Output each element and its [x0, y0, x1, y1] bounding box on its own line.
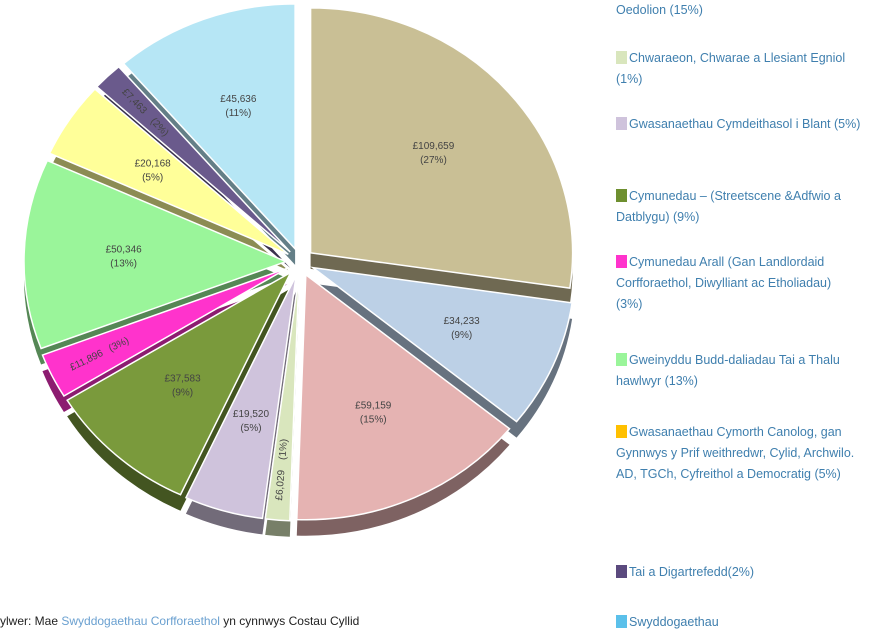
legend-item: Cymunedau – (Streetscene &Adfwio a Datbl…	[616, 186, 861, 228]
legend-item: Cymunedau Arall (Gan Landlordaid Corffor…	[616, 252, 861, 315]
legend-label: Gwasanaethau Cymorth Canolog, gan Gynnwy…	[616, 425, 855, 481]
legend-item: Swyddogaethau	[616, 612, 861, 633]
value-label: £6,029	[274, 469, 287, 501]
legend-swatch	[616, 255, 627, 268]
slice	[122, 3, 296, 251]
legend-item: Gwasanaethau Cymdeithasol i Blant (5%)	[616, 114, 861, 135]
footnote-text: ylwer: Mae	[0, 614, 59, 628]
legend-label: Swyddogaethau	[629, 615, 719, 629]
slice	[310, 266, 573, 423]
slice	[296, 273, 511, 521]
value-label: £20,168	[135, 158, 172, 169]
value-label: £59,159	[355, 401, 392, 412]
legend-label: Cymunedau – (Streetscene &Adfwio a Datbl…	[616, 189, 841, 224]
legend-swatch	[616, 189, 627, 202]
legend-item: Gweinyddu Budd-daliadau Tai a Thalu hawl…	[616, 350, 861, 392]
legend-item: Gwasanaethau Cymorth Canolog, gan Gynnwy…	[616, 422, 861, 485]
slice	[23, 159, 289, 350]
slice	[95, 65, 291, 253]
slice	[264, 275, 300, 522]
legend-item: Tai a Digartrefedd(2%)	[616, 562, 861, 583]
value-label: £37,583	[165, 373, 202, 384]
footnote-text: yn cynnwys Costau Cyllid	[223, 614, 360, 628]
percent-label: (1%)	[277, 438, 290, 460]
legend-item: Oedolion (15%)	[616, 0, 861, 21]
legend-swatch	[616, 565, 627, 578]
percent-label: (5%)	[142, 172, 163, 183]
legend-label: Cymunedau Arall (Gan Landlordaid Corffor…	[616, 255, 832, 311]
percent-label: (11%)	[225, 108, 251, 119]
data-label: £50,346 (13%)	[106, 244, 143, 269]
legend-label: Oedolion (15%)	[616, 3, 703, 17]
data-label: £6,029 (1%)	[274, 438, 290, 501]
legend-swatch	[616, 51, 627, 64]
slice	[309, 7, 574, 289]
percent-label: (13%)	[110, 258, 137, 269]
slice	[48, 88, 289, 255]
footnote-link: Swyddogaethau Corfforaethol	[61, 614, 220, 628]
legend-label: Chwaraeon, Chwarae a Llesiant Egniol (1%…	[616, 51, 846, 86]
percent-label: (9%)	[451, 330, 472, 341]
value-label: £109,659	[413, 141, 455, 152]
legend-swatch	[616, 353, 627, 366]
legend-item: Chwaraeon, Chwarae a Llesiant Egniol (1%…	[616, 48, 861, 90]
footnote: ylwer: Mae Swyddogaethau Corfforaethol y…	[0, 614, 359, 628]
value-label: £50,346	[106, 244, 143, 255]
value-label: £45,636	[220, 94, 257, 105]
legend-swatch	[616, 615, 627, 628]
legend-label: Gweinyddu Budd-daliadau Tai a Thalu hawl…	[616, 353, 840, 388]
data-label: £45,636 (11%)	[220, 94, 257, 119]
data-label: £19,520 (5%)	[233, 409, 270, 434]
value-label: £19,520	[233, 409, 270, 420]
legend-swatch	[616, 117, 627, 130]
data-label: £109,659 (27%)	[413, 141, 455, 166]
slice	[41, 267, 288, 397]
percent-label: (27%)	[420, 155, 447, 166]
slice	[66, 270, 293, 496]
data-label: £37,583 (9%)	[165, 373, 202, 398]
slice	[184, 275, 297, 520]
percent-label: (9%)	[172, 387, 193, 398]
data-label: £34,233 (9%)	[444, 316, 481, 341]
value-label: £34,233	[444, 316, 481, 327]
legend-label: Gwasanaethau Cymdeithasol i Blant (5%)	[629, 117, 861, 131]
percent-label: (5%)	[240, 423, 261, 434]
chart: £109,659 (27%) £34,233 (9%) £59,159 (15%) £6,0…	[23, 3, 574, 537]
legend-swatch	[616, 425, 627, 438]
data-label: £20,168 (5%)	[135, 158, 172, 183]
data-label: £59,159 (15%)	[355, 401, 392, 426]
percent-label: (15%)	[360, 415, 387, 426]
legend-label: Tai a Digartrefedd(2%)	[629, 565, 755, 579]
